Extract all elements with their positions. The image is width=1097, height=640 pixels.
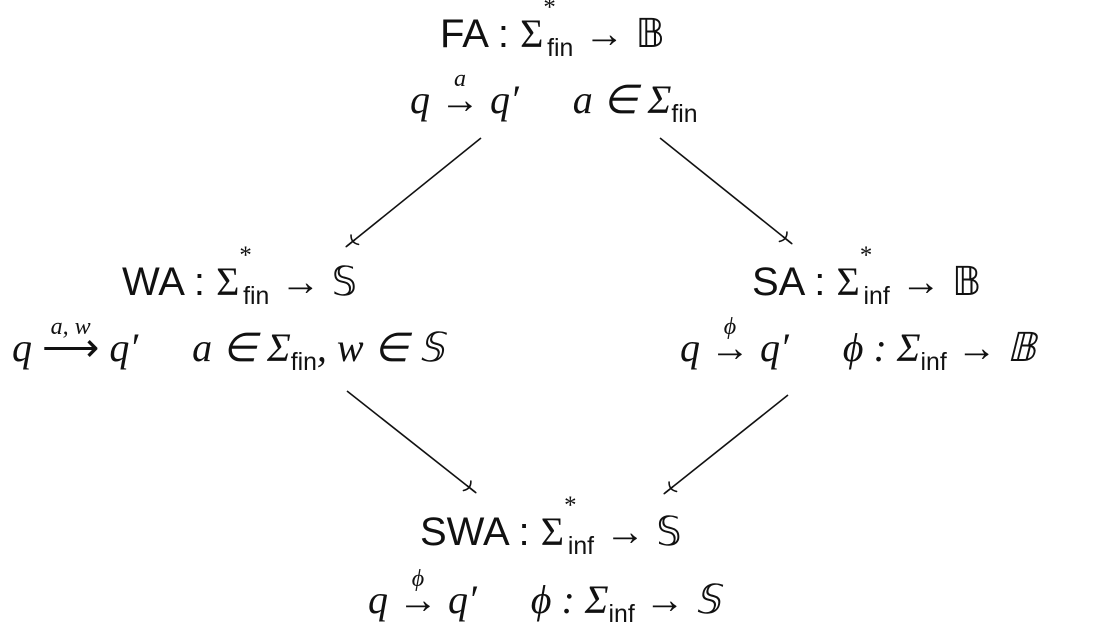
sa-sigma: Σ — [836, 259, 860, 304]
sa-rule-q: q — [680, 325, 700, 370]
swa-rule-cond: ϕ : Σ — [530, 577, 609, 622]
sa-rule-cond: ϕ : Σ — [842, 325, 921, 370]
fa-rule-cond: a ∈ Σ — [572, 77, 672, 122]
edge-wa-to-swa — [346, 390, 477, 494]
fa-rule-q: q — [410, 77, 430, 122]
fa-sub: fin — [547, 35, 574, 62]
fa-to: → — [584, 11, 625, 56]
edge-fa-to-wa — [345, 137, 482, 248]
fa-colon: : — [497, 12, 509, 56]
swa-signature: SWA : Σ* inf → 𝕊 — [420, 493, 682, 558]
swa-rule-cond-sub: inf — [608, 601, 635, 628]
swa-to: → — [605, 509, 646, 554]
swa-rule: q ϕ → q′ ϕ : Σinf → 𝕊 — [368, 565, 721, 627]
swa-name: SWA — [420, 510, 508, 554]
swa-codomain: 𝕊 — [656, 509, 682, 554]
sa-rule-q2: q′ — [760, 325, 789, 370]
wa-colon: : — [193, 260, 205, 304]
sa-rule-arrow: ϕ → — [710, 313, 750, 370]
wa-codomain: 𝕊 — [331, 259, 357, 304]
sa-rule-label: ϕ — [723, 313, 737, 340]
sa-signature: SA : Σ* inf → 𝔹 — [752, 243, 982, 308]
sa-name: SA — [752, 260, 804, 304]
node-fa: FA : Σ* fin → 𝔹 — [440, 0, 665, 61]
wa-rule-q: q — [12, 325, 32, 370]
sa-rule: q ϕ → q′ ϕ : Σinf → 𝔹 — [680, 313, 1036, 375]
sa-colon: : — [814, 260, 826, 304]
swa-rule-q2: q′ — [448, 577, 477, 622]
wa-rule-cond-sub: fin — [290, 349, 317, 376]
swa-sigma: Σ — [540, 509, 565, 554]
fa-signature: FA : Σ* fin → 𝔹 — [440, 0, 665, 61]
node-wa: WA : Σ* fin → 𝕊 — [122, 243, 357, 308]
edge-fa-to-sa — [659, 137, 793, 245]
wa-name: WA — [122, 260, 183, 304]
fa-rule-label: a — [454, 65, 466, 92]
node-swa: SWA : Σ* inf → 𝕊 — [420, 493, 682, 558]
wa-rule-cond: a ∈ Σ — [192, 325, 291, 370]
swa-colon: : — [518, 510, 530, 554]
fa-rule-cond-sub: fin — [671, 101, 698, 128]
fa-name: FA — [440, 12, 487, 56]
wa-sub: fin — [243, 283, 270, 310]
fa-codomain: 𝔹 — [635, 11, 665, 56]
fa-rule: q a → q′ a ∈ Σfin — [410, 65, 698, 127]
swa-rule-cond-tail: → 𝕊 — [634, 577, 721, 622]
edge-sa-to-swa — [663, 394, 789, 495]
sa-codomain: 𝔹 — [952, 259, 982, 304]
swa-rule-arrow: ϕ → — [398, 565, 438, 622]
fa-rule-q2: q′ — [490, 77, 519, 122]
wa-to: → — [280, 259, 321, 304]
fa-rule-arrow: a → — [440, 65, 480, 122]
sa-rule-cond-tail: → 𝔹 — [946, 325, 1036, 370]
wa-star: * — [239, 242, 252, 270]
sa-to: → — [900, 259, 941, 304]
swa-star: * — [564, 492, 577, 520]
fa-sigma: Σ — [520, 11, 544, 56]
wa-signature: WA : Σ* fin → 𝕊 — [122, 243, 357, 308]
swa-sub: inf — [567, 533, 595, 560]
wa-rule-q2: q′ — [109, 325, 139, 370]
wa-rule-cond-tail: , w ∈ 𝕊 — [316, 325, 444, 370]
wa-sigma: Σ — [216, 259, 240, 304]
swa-rule-label: ϕ — [411, 565, 425, 592]
node-sa: SA : Σ* inf → 𝔹 — [752, 243, 982, 308]
wa-rule-arrow: a, w ⟶ — [42, 313, 100, 370]
wa-rule: q a, w ⟶ q′ a ∈ Σfin, w ∈ 𝕊 — [12, 313, 444, 375]
swa-rule-q: q — [368, 577, 388, 622]
fa-star: * — [543, 0, 556, 22]
wa-rule-label: a, w — [50, 313, 91, 340]
sa-star: * — [859, 242, 873, 270]
sa-sub: inf — [863, 283, 890, 310]
sa-rule-cond-sub: inf — [920, 349, 947, 376]
